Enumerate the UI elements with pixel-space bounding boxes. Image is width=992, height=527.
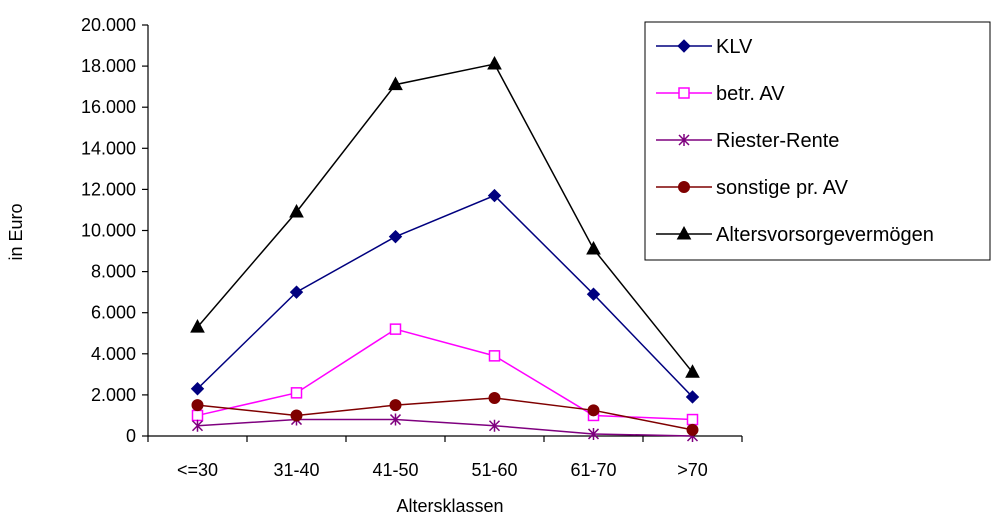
data-point [290, 409, 303, 422]
x-ticks: <=30 31-40 41-50 51-60 61-70 >70 [147, 436, 743, 480]
series-1 [191, 323, 699, 426]
data-point [488, 419, 501, 432]
legend-marker [678, 134, 690, 146]
y-tick-label: 10.000 [81, 221, 136, 241]
legend-box [644, 21, 991, 261]
data-point [587, 427, 600, 440]
data-point [191, 399, 204, 412]
legend-marker [677, 39, 691, 53]
x-tick-label: <=30 [177, 460, 218, 480]
legend-label: sonstige pr. AV [716, 177, 849, 199]
legend-label: Altersvorsorgevermögen [716, 224, 934, 246]
data-point [685, 390, 700, 404]
series-line [197, 328, 693, 421]
legend-marker [676, 225, 692, 240]
series-4 [190, 55, 700, 378]
y-tick-label: 12.000 [81, 179, 136, 199]
data-point [686, 423, 699, 436]
legend-marker [678, 181, 690, 193]
legend-item: KLV [656, 36, 753, 58]
y-tick-label: 2.000 [91, 385, 136, 405]
y-tick-label: 0 [126, 426, 136, 446]
y-ticks: 0 2.000 4.000 6.000 8.000 10.000 12.000 14.000 1… [81, 15, 148, 446]
data-point [191, 409, 204, 422]
series-3 [191, 391, 699, 436]
y-tick-label: 18.000 [81, 56, 136, 76]
data-point [488, 350, 501, 362]
x-tick-label: 41-50 [372, 460, 418, 480]
legend-label: betr. AV [716, 83, 785, 105]
legend-label: KLV [716, 36, 753, 58]
data-point [586, 287, 601, 301]
data-point [191, 419, 204, 432]
data-point [586, 240, 601, 255]
legend-item: betr. AV [656, 83, 785, 105]
data-point [686, 413, 699, 426]
series-line [197, 397, 693, 431]
legend: KLV betr. AV Riester-Rente sonstige pr. AV A… [644, 21, 991, 261]
y-tick-label: 14.000 [81, 138, 136, 158]
legend-item: Riester-Rente [656, 130, 839, 152]
legend-item: sonstige pr. AV [656, 177, 849, 199]
y-tick-label: 8.000 [91, 262, 136, 282]
data-point [389, 413, 402, 426]
data-point [289, 203, 304, 218]
data-point [388, 76, 403, 91]
data-point [389, 399, 402, 412]
y-tick-label: 4.000 [91, 344, 136, 364]
series [190, 55, 700, 442]
x-tick-label: 61-70 [570, 460, 616, 480]
legend-label: Riester-Rente [716, 130, 839, 152]
y-tick-label: 20.000 [81, 15, 136, 35]
data-point [685, 364, 700, 378]
series-0 [190, 188, 700, 404]
x-axis-label: Altersklassen [396, 496, 503, 516]
data-point [587, 404, 600, 417]
data-point [190, 382, 205, 396]
data-point [487, 188, 502, 203]
data-point [289, 285, 304, 299]
legend-marker [678, 87, 690, 99]
legend-item: Altersvorsorgevermögen [656, 224, 934, 246]
series-line [196, 63, 694, 373]
data-point [388, 229, 403, 244]
data-point [389, 323, 402, 335]
x-tick-label: >70 [677, 460, 708, 480]
y-axis-label: in Euro [6, 203, 26, 260]
data-point [487, 55, 502, 70]
x-tick-label: 51-60 [471, 460, 517, 480]
data-point [290, 387, 303, 399]
x-tick-label: 31-40 [273, 460, 319, 480]
y-tick-label: 16.000 [81, 97, 136, 117]
y-tick-label: 6.000 [91, 303, 136, 323]
series-line [197, 418, 693, 437]
data-point [190, 319, 205, 333]
series-line [196, 194, 694, 398]
data-point [488, 391, 501, 404]
